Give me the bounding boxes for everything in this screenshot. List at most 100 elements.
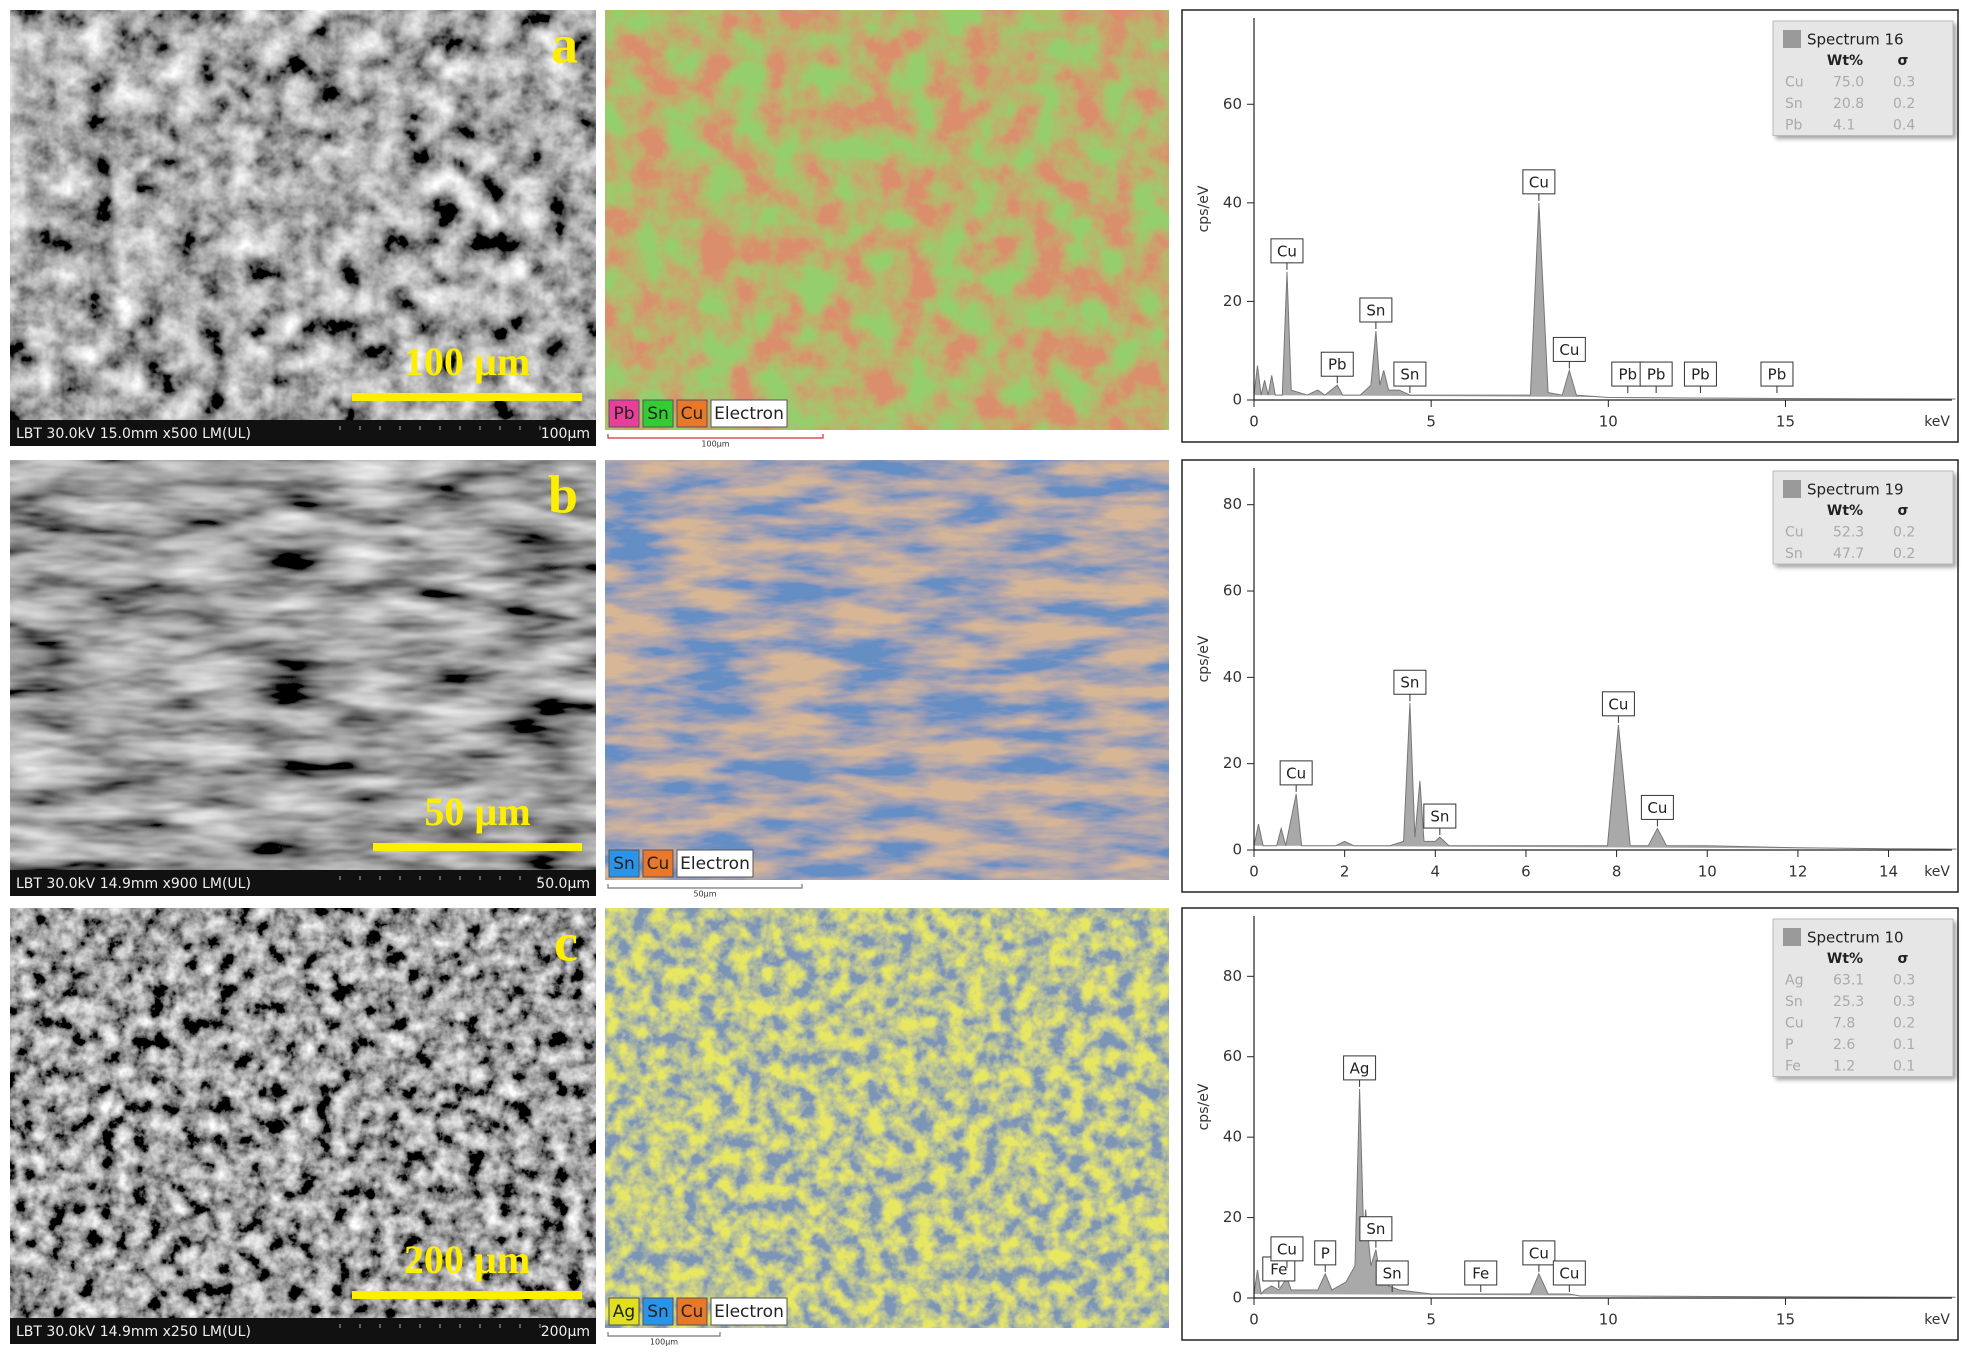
legend-cell: Fe: [1785, 1059, 1801, 1075]
legend-label: Spectrum 10: [1807, 929, 1904, 947]
x-axis-label: keV: [1924, 1312, 1950, 1328]
peak-label-box: [1552, 1260, 1586, 1286]
legend-cell: 0.3: [1893, 994, 1915, 1010]
peak-label: Ag: [1350, 1059, 1370, 1077]
map-legend-swatch: [642, 849, 674, 878]
peak-label: Sn: [1430, 808, 1449, 826]
peak-label-box: [1464, 1260, 1498, 1286]
map-legend-label: Electron: [714, 1302, 784, 1322]
x-tick-label: 6: [1521, 863, 1531, 881]
peak-label: Pb: [1619, 366, 1638, 384]
map-scale-label: 50µm: [693, 890, 716, 899]
peak-label: P: [1321, 1244, 1330, 1262]
legend-cell: Pb: [1785, 118, 1802, 134]
y-axis-label: cps/eV: [1196, 1083, 1212, 1130]
peak-label: Pb: [1768, 366, 1787, 384]
map-legend-swatch: [676, 849, 754, 878]
legend-cell: Ag: [1785, 973, 1803, 989]
peak-label: Cu: [1559, 341, 1579, 359]
y-tick-label: 40: [1223, 1128, 1242, 1146]
legend-cell: 2.6: [1833, 1037, 1855, 1053]
peak-label-box: [1611, 361, 1645, 387]
map-legend-swatch: [710, 399, 788, 428]
y-tick-label: 80: [1223, 967, 1242, 985]
peak-label-box: [1314, 1240, 1337, 1266]
peak-label-box: [1760, 361, 1794, 387]
legend-label: Spectrum 16: [1807, 31, 1904, 49]
map-legend-label: Cu: [681, 404, 704, 424]
map-legend-swatch: [608, 1297, 640, 1326]
legend-cell: 0.2: [1893, 525, 1915, 541]
legend-cell: Sn: [1785, 994, 1803, 1010]
legend-cell: Cu: [1785, 525, 1804, 541]
peak-label-box: [1270, 1236, 1304, 1262]
y-tick-label: 60: [1223, 95, 1242, 113]
legend-label: Spectrum 19: [1807, 481, 1904, 499]
peak-label-box: [1375, 1260, 1409, 1286]
peak-label-box: [1522, 1240, 1556, 1266]
y-tick-label: 40: [1223, 193, 1242, 211]
legend-swatch: [1783, 30, 1801, 48]
y-tick-label: 20: [1223, 292, 1242, 310]
y-tick-label: 20: [1223, 1208, 1242, 1226]
x-tick-label: 4: [1431, 863, 1441, 881]
sem-scale: 50.0µm: [536, 876, 590, 892]
sem-info: LBT 30.0kV 15.0mm x500 LM(UL): [16, 426, 251, 442]
map-legend-label: Cu: [681, 1302, 704, 1322]
peak-label: Cu: [1286, 764, 1306, 782]
peak-label: Cu: [1529, 1244, 1549, 1262]
legend-column: σ: [1898, 951, 1909, 967]
legend-cell: 0.2: [1893, 96, 1915, 112]
peak-label-box: [1359, 1216, 1393, 1242]
peak-label: Sn: [1366, 301, 1385, 319]
sem-image: [10, 908, 596, 1318]
x-tick-label: 15: [1776, 1311, 1795, 1329]
map-legend-label: Ag: [613, 1302, 635, 1322]
peak-label-box: [1359, 297, 1393, 323]
map-scale-line: [607, 434, 824, 439]
legend-swatch: [1783, 480, 1801, 498]
legend-box: [1772, 918, 1954, 1077]
peak-label: Cu: [1608, 695, 1628, 713]
map-legend-swatch: [710, 1297, 788, 1326]
peak-label: Cu: [1529, 173, 1549, 191]
legend-cell: Sn: [1785, 546, 1803, 562]
x-tick-label: 10: [1599, 1311, 1618, 1329]
y-tick-label: 80: [1223, 495, 1242, 513]
legend-column: Wt%: [1827, 53, 1863, 69]
peak-label: Cu: [1559, 1264, 1579, 1282]
sem-info-bar: [10, 420, 596, 446]
peak-label: Sn: [1400, 366, 1419, 384]
peak-label-box: [1393, 669, 1427, 695]
peak-label-box: [1683, 361, 1717, 387]
eds-map: [605, 460, 1169, 880]
sem-info: LBT 30.0kV 14.9mm x250 LM(UL): [16, 1324, 251, 1340]
y-axis-label: cps/eV: [1196, 635, 1212, 682]
x-tick-label: 10: [1599, 413, 1618, 431]
x-tick-label: 10: [1698, 863, 1717, 881]
eds-map: [605, 10, 1169, 430]
peak-label: Sn: [1400, 674, 1419, 692]
peak-label: Pb: [1691, 366, 1710, 384]
peak-label-box: [1270, 238, 1304, 264]
legend-cell: 20.8: [1833, 96, 1864, 112]
eds-map: [605, 908, 1169, 1328]
map-legend-label: Electron: [680, 854, 750, 874]
legend-cell: 0.3: [1893, 973, 1915, 989]
x-tick-label: 14: [1879, 863, 1898, 881]
peak-label-box: [1320, 351, 1354, 377]
x-tick-label: 0: [1249, 1311, 1259, 1329]
x-axis-label: keV: [1924, 864, 1950, 880]
panel-label: b: [548, 464, 578, 524]
map-legend-swatch: [642, 399, 674, 428]
map-legend-swatch: [676, 399, 708, 428]
x-tick-label: 0: [1249, 413, 1259, 431]
legend-column: σ: [1898, 53, 1909, 69]
legend-cell: 0.4: [1893, 118, 1915, 134]
map-legend-swatch: [608, 399, 640, 428]
peak-label-box: [1279, 760, 1313, 786]
panel-label: a: [551, 14, 578, 74]
map-legend-label: Sn: [613, 854, 635, 874]
y-tick-label: 60: [1223, 582, 1242, 600]
x-tick-label: 2: [1340, 863, 1350, 881]
